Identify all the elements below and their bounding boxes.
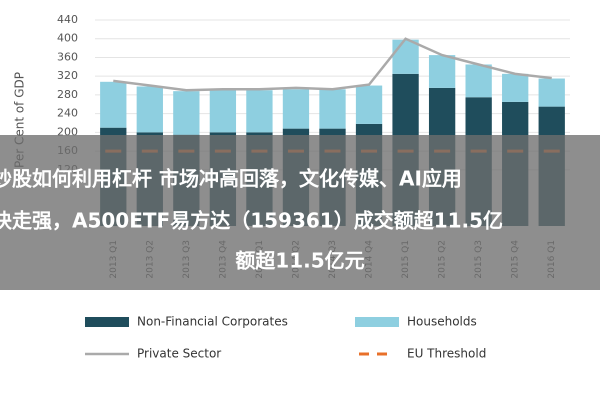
banner bbox=[0, 135, 600, 290]
bar bbox=[136, 86, 163, 133]
line bbox=[113, 37, 552, 92]
bar bbox=[246, 90, 273, 133]
bar bbox=[355, 85, 383, 124]
bar bbox=[209, 90, 237, 133]
bar bbox=[173, 91, 200, 135]
banner-text: 块走强，A500ETF易方达（159361）成交额超11.5亿 bbox=[0, 209, 503, 233]
legend-label: Private Sector bbox=[137, 347, 221, 361]
y-tick-label: 400 bbox=[57, 32, 78, 45]
legend-label: Non-Financial Corporates bbox=[137, 315, 288, 329]
y-tick-label: 280 bbox=[57, 88, 78, 101]
bar bbox=[538, 78, 565, 107]
legend-label: EU Threshold bbox=[407, 347, 486, 361]
y-tick-label: 440 bbox=[57, 13, 78, 26]
legend-swatch bbox=[355, 317, 399, 327]
banner-text: 炒股如何利用杠杆 市场冲高回落，文化传媒、AI应用 bbox=[0, 167, 462, 191]
y-tick-label: 360 bbox=[57, 50, 78, 63]
bar bbox=[282, 89, 310, 129]
legend-swatch bbox=[85, 317, 129, 327]
y-tick-label: 240 bbox=[57, 107, 78, 120]
bar bbox=[502, 73, 529, 102]
y-tick-label: 320 bbox=[57, 69, 78, 82]
bar bbox=[428, 55, 456, 88]
banner-text: 额超11.5亿元 bbox=[235, 249, 364, 273]
bar bbox=[465, 64, 492, 98]
bar bbox=[319, 89, 346, 129]
bar bbox=[392, 39, 419, 74]
legend-label: Households bbox=[407, 315, 477, 329]
bar bbox=[100, 81, 127, 128]
